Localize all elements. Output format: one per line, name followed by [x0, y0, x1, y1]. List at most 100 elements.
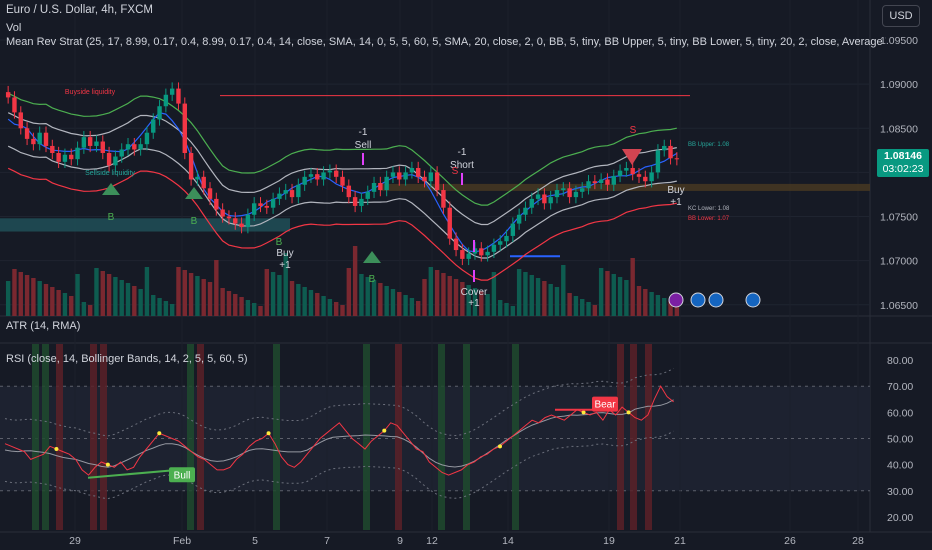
volume-bar [674, 304, 680, 316]
candle-body [662, 145, 667, 151]
strategy-indicator-label[interactable]: Mean Rev Strat (25, 17, 8.99, 0.17, 0.4,… [6, 36, 886, 48]
rsi-tick-label: 40.00 [887, 460, 913, 472]
candle-body [321, 172, 326, 180]
volume-bars [5, 246, 680, 316]
candle-body [611, 175, 616, 185]
symbol-title[interactable]: Euro / U.S. Dollar, 4h, FXCM [6, 4, 153, 16]
candle-body [31, 138, 36, 145]
volume-bar [624, 280, 629, 316]
vol-indicator-label[interactable]: Vol [6, 22, 22, 34]
candle-body [422, 176, 427, 182]
candle-body [352, 197, 358, 206]
candle-body [447, 207, 452, 239]
candle-body [151, 119, 156, 133]
candle-body [251, 203, 257, 215]
volume-bar [264, 269, 269, 316]
volume-bar [251, 303, 257, 316]
price-candles [5, 82, 680, 266]
last-price-value: 1.08146 [884, 150, 922, 162]
candle-body [397, 172, 402, 180]
volume-bar [586, 302, 591, 316]
entry-arrow [461, 173, 463, 185]
candle-body [50, 145, 55, 153]
rsi-highlight-bar [187, 344, 194, 530]
volume-bar [409, 298, 415, 316]
candle-body [226, 216, 232, 219]
candle-body [567, 188, 572, 198]
volume-bar [5, 281, 11, 316]
bb-upper-readout: BB Upper: 1.08 [688, 142, 730, 148]
volume-bar [605, 271, 610, 316]
candle-body [561, 188, 566, 191]
rsi-highlight-bar [197, 344, 204, 530]
candle-body [24, 128, 30, 139]
volume-bar [498, 300, 503, 316]
candle-body [535, 194, 541, 199]
event-icon [668, 292, 684, 308]
rsi-indicator-label[interactable]: RSI (close, 14, Bollinger Bands, 14, 2, … [6, 353, 248, 365]
volume-bar [662, 298, 667, 316]
candle-body [617, 170, 623, 176]
volume-bar [195, 276, 200, 316]
rsi-tick-label: 70.00 [887, 381, 913, 393]
candle-body [491, 244, 497, 252]
volume-bar [630, 258, 635, 316]
volume-bar [580, 299, 585, 316]
candle-body [69, 154, 74, 160]
volume-bar [542, 281, 547, 316]
volume-bar [340, 305, 345, 316]
bull-label: Bull [174, 470, 191, 481]
price-tick-label: 1.08500 [880, 123, 918, 135]
volume-bar [668, 301, 673, 316]
event-icon [745, 292, 761, 308]
candle-body [125, 144, 131, 150]
bar-countdown: 03:02:23 [882, 163, 924, 175]
volume-bar [592, 305, 598, 316]
volume-bar [649, 292, 654, 316]
volume-bar [378, 283, 383, 316]
candle-body [580, 188, 585, 192]
volume-bar [220, 288, 225, 316]
volume-bar [270, 272, 276, 316]
volume-bar [100, 271, 105, 316]
candle-body [87, 137, 93, 146]
signal-mark-s: S [630, 125, 637, 136]
candle-body [649, 172, 654, 182]
candle-body [283, 190, 288, 194]
rsi-highlight-bars [32, 344, 652, 530]
volume-bar [119, 280, 124, 316]
volume-bar [554, 287, 560, 316]
candle-body [592, 181, 598, 183]
candle-body [453, 238, 459, 251]
candle-body [428, 172, 434, 182]
bear-label: Bear [594, 400, 616, 411]
event-icon [708, 292, 724, 308]
sell-signal-label: Sell [355, 140, 372, 151]
candle-body [308, 174, 314, 177]
candle-body [441, 190, 446, 208]
candle-body [62, 154, 68, 162]
time-tick-label: 7 [324, 535, 330, 547]
candle-body [264, 205, 269, 208]
candle-body [409, 168, 415, 173]
candle-body [403, 172, 408, 180]
time-tick-label: 28 [852, 535, 864, 547]
volume-bar [384, 286, 389, 316]
volume-bar [277, 275, 282, 316]
event-icon [690, 292, 706, 308]
volume-bar [535, 278, 541, 316]
atr-indicator-label[interactable]: ATR (14, RMA) [6, 320, 81, 332]
volume-bar [510, 306, 516, 316]
volume-bar [75, 274, 80, 316]
currency-button[interactable]: USD [882, 5, 920, 27]
price-tick-label: 1.06500 [880, 300, 918, 312]
rsi-line [4, 385, 674, 476]
candle-body [182, 103, 187, 153]
rsi-tick-label: 60.00 [887, 407, 913, 419]
volume-bar [81, 302, 87, 316]
candle-body [12, 97, 17, 113]
volume-bar [416, 301, 421, 316]
candle-body [43, 132, 49, 146]
signal-mark-b: B [191, 216, 198, 227]
